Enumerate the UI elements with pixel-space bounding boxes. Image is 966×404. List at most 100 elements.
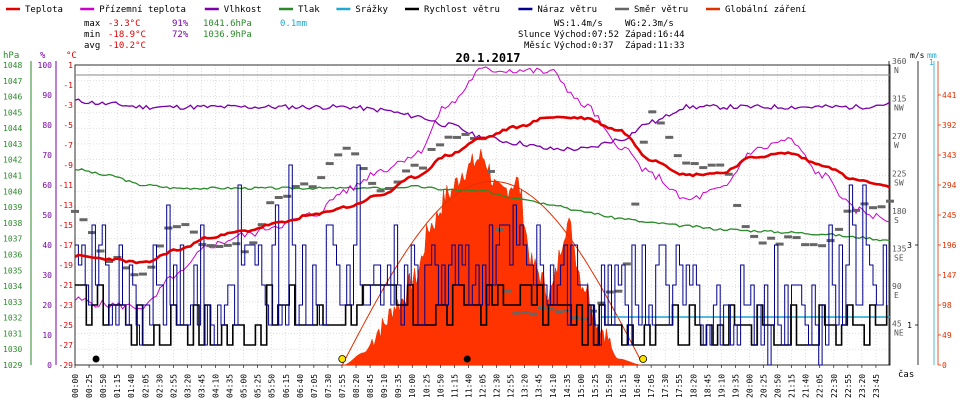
x-tick-label: 10:50 xyxy=(436,374,445,398)
dir-tick-value: 270 xyxy=(892,132,907,141)
wind-direction-mark xyxy=(486,169,495,173)
stats-max-temp: -3.3°C xyxy=(108,19,141,29)
x-tick-label: 19:10 xyxy=(717,374,726,398)
wind-direction-mark xyxy=(291,185,300,189)
wind-direction-mark xyxy=(189,230,198,234)
sunrise-marker xyxy=(338,355,347,363)
wind-direction-mark xyxy=(283,194,292,198)
axis-title-hpa: hPa xyxy=(3,51,19,61)
degc-tick-label: -7 xyxy=(63,141,73,150)
stats-wind-gust: WG:2.3m/s xyxy=(625,19,674,29)
rad-tick-label: 147 xyxy=(942,271,957,280)
x-tick-label: 16:40 xyxy=(633,374,642,398)
dir-tick-value: 90 xyxy=(892,282,902,291)
rad-tick-label: 196 xyxy=(942,241,957,250)
stats-max-pressure: 1041.6hPa xyxy=(203,19,252,29)
wind-direction-mark xyxy=(427,147,436,151)
wind-direction-mark xyxy=(741,225,750,229)
x-tick-label: 22:55 xyxy=(844,374,853,398)
hpa-tick-label: 1039 xyxy=(3,203,22,212)
x-tick-label: 01:40 xyxy=(127,374,136,398)
wind-direction-mark xyxy=(71,209,79,213)
x-tick-label: 07:55 xyxy=(338,374,347,398)
pct-tick-label: 40 xyxy=(42,241,52,250)
wind-direction-mark xyxy=(436,143,445,147)
x-tick-label: 15:00 xyxy=(577,374,586,398)
rad-tick-label: 245 xyxy=(942,211,957,220)
rad-tick-label: 294 xyxy=(942,181,957,190)
x-tick-label: 05:00 xyxy=(240,374,249,398)
x-tick-label: 04:35 xyxy=(226,374,235,398)
stats-sunset: Západ:16:44 xyxy=(625,30,685,40)
x-tick-label: 14:10 xyxy=(549,374,558,398)
degc-tick-label: 1 xyxy=(68,61,73,70)
wind-direction-mark xyxy=(181,223,190,227)
wind-direction-mark xyxy=(852,208,861,212)
rad-tick-label: 0 xyxy=(942,361,947,370)
wind-direction-mark xyxy=(699,166,708,170)
wind-direction-mark xyxy=(580,317,589,321)
wind-direction-mark xyxy=(520,311,529,315)
stats-moon-label: Měsíc xyxy=(524,41,551,51)
degc-tick-label: -1 xyxy=(63,81,73,90)
x-tick-label: 12:30 xyxy=(493,374,502,398)
dir-tick-value: 225 xyxy=(892,170,907,179)
wind-direction-mark xyxy=(376,189,385,193)
wind-direction-mark xyxy=(368,181,377,185)
x-tick-label: 17:55 xyxy=(675,374,684,398)
x-tick-label: 17:30 xyxy=(661,374,670,398)
wind-direction-mark xyxy=(554,310,563,314)
wind-direction-mark xyxy=(758,241,767,245)
hpa-tick-label: 1037 xyxy=(3,235,22,244)
x-tick-label: 09:10 xyxy=(380,374,389,398)
dir-tick-value: 135 xyxy=(892,245,907,254)
x-tick-label: 05:50 xyxy=(268,374,277,398)
wind-direction-mark xyxy=(215,245,224,249)
x-tick-label: 10:25 xyxy=(422,374,431,398)
x-tick-label: 03:20 xyxy=(183,374,192,398)
wind-direction-mark xyxy=(792,236,801,240)
wind-direction-mark xyxy=(767,236,776,240)
wind-direction-mark xyxy=(707,163,716,167)
x-tick-label: 13:20 xyxy=(521,374,530,398)
wind-direction-mark xyxy=(172,225,181,229)
wind-direction-mark xyxy=(512,311,521,315)
x-tick-label: 11:40 xyxy=(464,374,473,398)
wind-direction-mark xyxy=(198,243,207,247)
stats-sun-label: Slunce xyxy=(518,30,551,40)
x-tick-label: 12:05 xyxy=(479,374,488,398)
legend-label: Tlak xyxy=(298,5,320,15)
dir-tick-label: N xyxy=(894,66,899,75)
wind-direction-mark xyxy=(121,266,130,270)
legend: Teplota Přízemní teplota Vlhkost Tlak Srážky… xyxy=(6,5,806,15)
rad-tick-label: 343 xyxy=(942,151,957,160)
wind-direction-mark xyxy=(130,273,139,277)
degc-tick-label: -13 xyxy=(59,201,74,210)
x-tick-label: 21:40 xyxy=(802,374,811,398)
wind-direction-mark xyxy=(648,110,657,114)
hpa-tick-label: 1036 xyxy=(3,250,22,259)
degc-tick-label: -3 xyxy=(63,101,73,110)
sunset-marker xyxy=(639,355,648,363)
x-tick-label: 06:40 xyxy=(296,374,305,398)
wind-direction-mark xyxy=(750,234,759,238)
x-tick-label: 18:45 xyxy=(703,374,712,398)
wind-direction-mark xyxy=(537,306,546,310)
hpa-tick-label: 1033 xyxy=(3,298,22,307)
stats-max-label: max xyxy=(84,19,101,29)
axis-title-ms: m/s xyxy=(910,51,925,60)
wind-direction-mark xyxy=(206,244,215,248)
degc-tick-label: -25 xyxy=(59,321,74,330)
axis-title-degc: °C xyxy=(66,51,77,61)
wind-direction-mark xyxy=(419,166,428,170)
x-tick-label: 02:55 xyxy=(169,374,178,398)
wind-direction-mark xyxy=(453,135,462,139)
pct-tick-label: 70 xyxy=(42,151,52,160)
rad-tick-label: 392 xyxy=(942,121,957,130)
pct-tick-label: 100 xyxy=(38,61,53,70)
wind-gust-line xyxy=(75,164,888,366)
degc-tick-label: -5 xyxy=(63,121,73,130)
wind-direction-mark xyxy=(470,136,479,140)
ms-tick-label: 3 xyxy=(907,241,912,250)
wind-direction-mark xyxy=(665,135,674,139)
